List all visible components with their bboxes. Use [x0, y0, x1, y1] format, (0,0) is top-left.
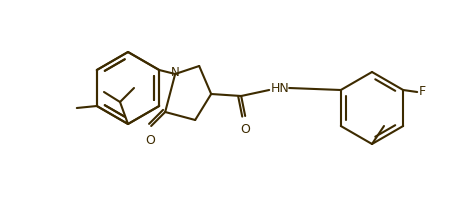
Text: N: N [171, 67, 180, 79]
Text: HN: HN [271, 83, 290, 95]
Text: O: O [240, 123, 250, 136]
Text: F: F [419, 85, 426, 99]
Text: O: O [145, 134, 155, 147]
